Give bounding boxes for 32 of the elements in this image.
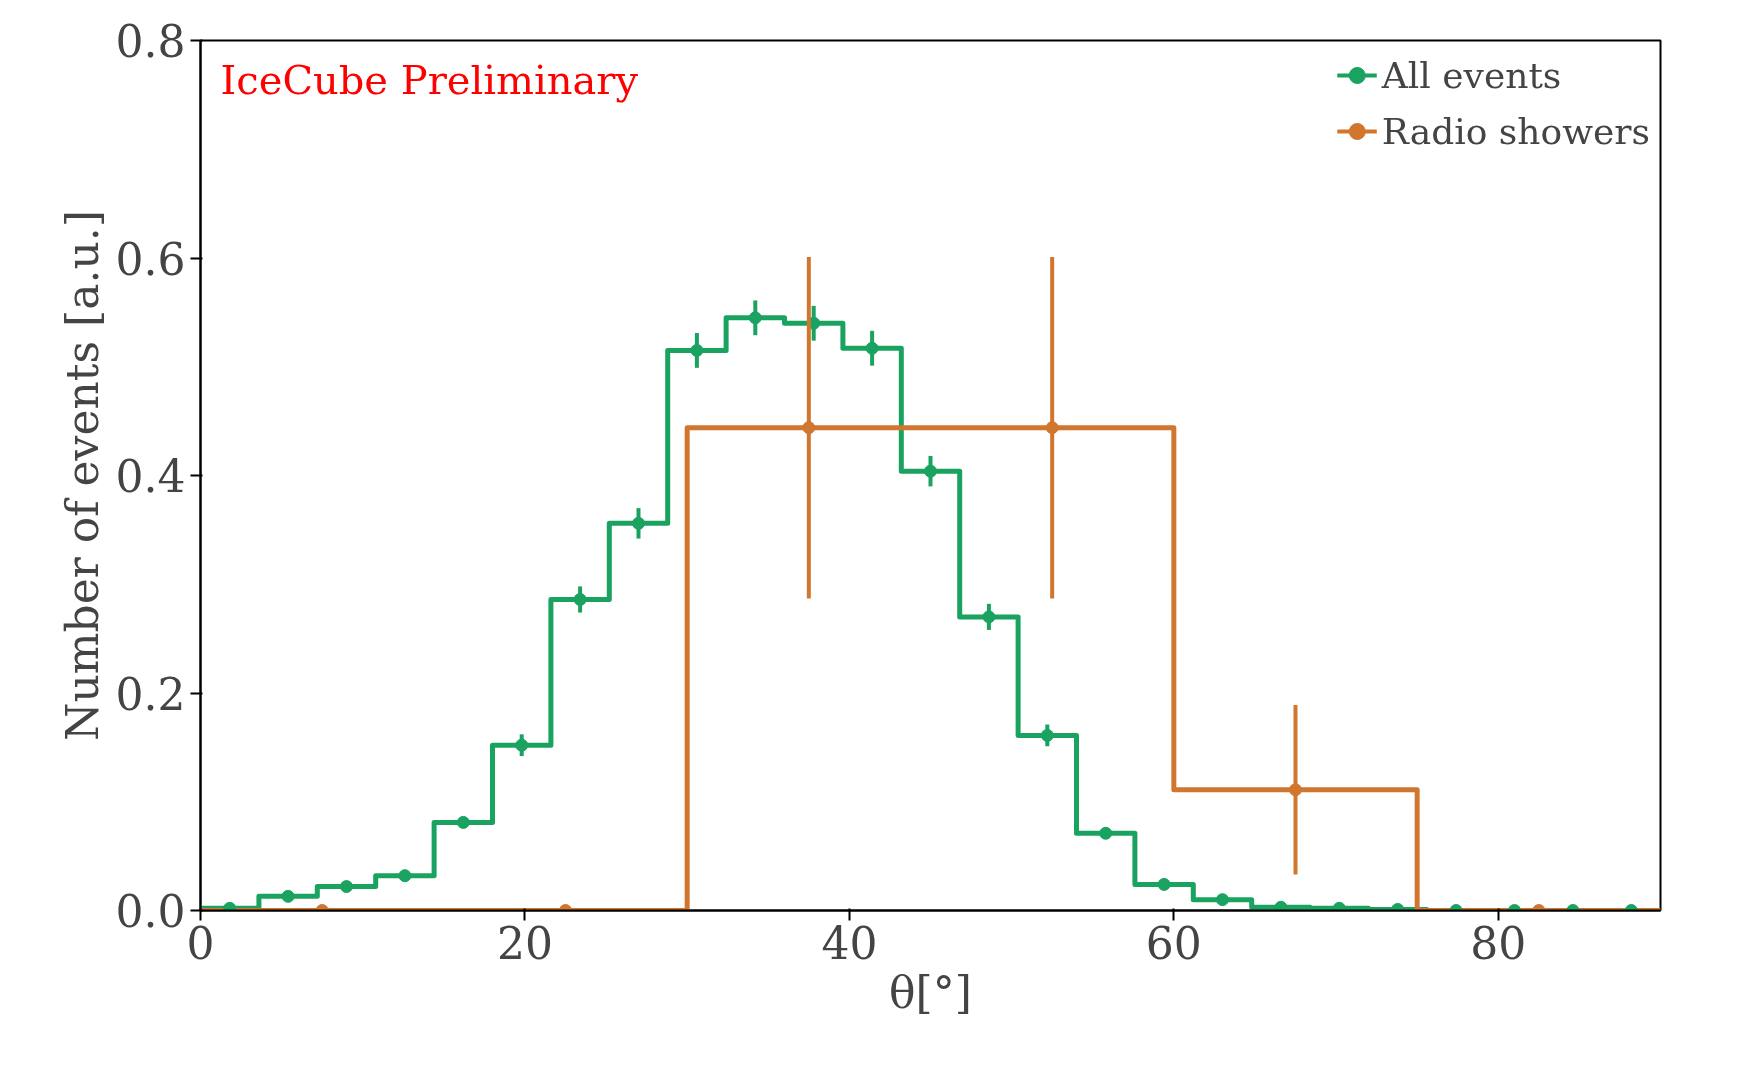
y-axis-title: Number of events [a.u.]	[56, 210, 108, 741]
legend-label: Radio showers	[1381, 110, 1650, 152]
point	[1289, 783, 1302, 797]
y-tick-label: 0.0	[115, 886, 186, 937]
y-tick-label: 0.6	[115, 233, 186, 285]
point	[456, 815, 470, 829]
point	[690, 343, 704, 357]
point	[865, 341, 879, 355]
x-tick-label: 80	[1470, 917, 1527, 969]
x-tick-label: 40	[821, 917, 878, 969]
y-tick-label: 0.2	[115, 668, 186, 720]
point	[1045, 421, 1059, 435]
point	[1099, 826, 1113, 840]
point	[982, 610, 996, 624]
y-tick-label: 0.4	[115, 451, 186, 502]
y-tick-label: 0.8	[115, 16, 186, 67]
x-axis-title: θ[°]	[889, 966, 972, 1018]
point	[632, 516, 645, 530]
point	[1040, 728, 1054, 742]
point	[281, 889, 295, 903]
point	[924, 464, 937, 478]
point	[802, 421, 816, 435]
point	[515, 738, 529, 752]
point	[1274, 900, 1288, 911]
x-tick-label: 0	[186, 917, 215, 969]
annotation: IceCube Preliminary	[220, 56, 639, 103]
point	[1157, 877, 1171, 891]
x-tick-label: 20	[496, 917, 553, 969]
point	[573, 592, 587, 606]
legend-label: All events	[1381, 54, 1562, 96]
x-tick-label: 60	[1145, 917, 1202, 969]
point	[748, 311, 762, 325]
